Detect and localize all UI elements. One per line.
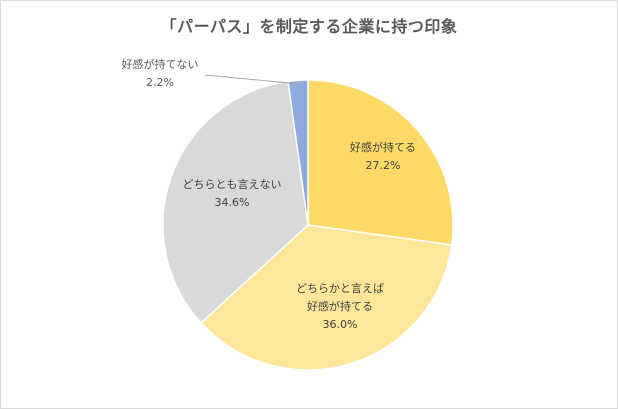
data-label-value: 27.2% xyxy=(366,159,401,172)
data-label-3: 好感が持てない 2.2% xyxy=(122,57,199,89)
data-label-1: どちらかと言えば好感が持てる 36.0% xyxy=(296,282,384,331)
pie-slice-1 xyxy=(200,224,453,371)
data-label-value: 36.0% xyxy=(323,318,358,331)
data-label-category: どちらかと言えば xyxy=(296,282,384,295)
data-label-2: どちらとも言えない 34.6% xyxy=(183,178,282,209)
pie-slice-0 xyxy=(307,79,454,246)
data-label-category: どちらとも言えない xyxy=(183,178,282,191)
leader-line-3 xyxy=(204,74,301,85)
data-label-0: 好感が持てる 27.2% xyxy=(350,140,416,172)
data-label-category: 好感が持てる xyxy=(350,140,416,154)
data-label-value: 34.6% xyxy=(215,196,250,209)
data-label-category: 好感が持てる xyxy=(307,299,373,313)
pie-slice-3 xyxy=(287,79,309,226)
data-label-value: 2.2% xyxy=(146,76,174,89)
data-label-category: 好感が持てない xyxy=(122,57,199,71)
pie-slice-2 xyxy=(162,80,309,324)
chart-title: 「パーパス」を制定する企業に持つ印象 xyxy=(160,17,458,36)
